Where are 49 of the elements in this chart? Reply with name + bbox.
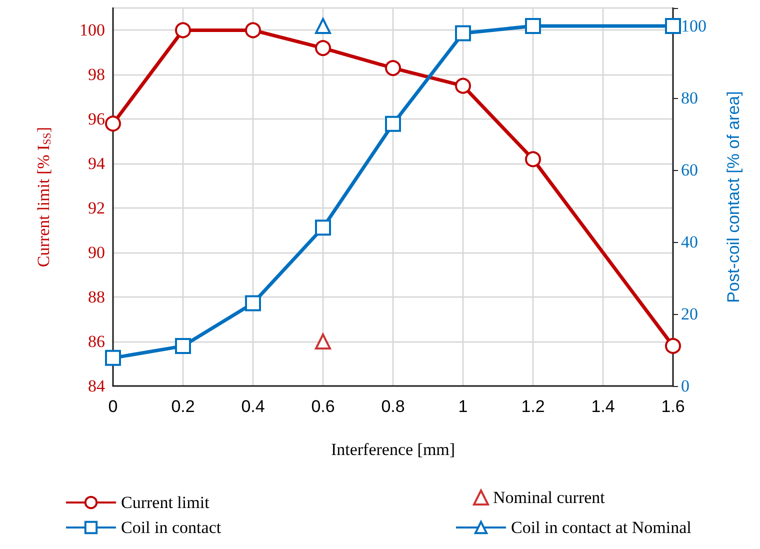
y2-tick-label: 40 (681, 232, 698, 252)
point (245, 295, 261, 312)
point (315, 40, 331, 56)
point (315, 220, 331, 236)
point (105, 116, 121, 132)
point (315, 334, 331, 350)
legend-label: Coil in contact (121, 518, 222, 537)
y-tick-label: 92 (88, 198, 105, 218)
y2-tick-label: 100 (681, 16, 706, 36)
point (175, 338, 191, 354)
x-tick-label: 0 (108, 397, 118, 416)
point (455, 25, 471, 42)
y-tick-label: 100 (80, 20, 105, 40)
y-tick-label: 96 (88, 110, 105, 129)
point (665, 338, 681, 354)
y2-axis-title: Post-coil contact [% of area] (724, 91, 743, 303)
y-axis-title: Current limit [% ISS] (34, 126, 54, 268)
legend-label: Nominal current (493, 488, 606, 507)
y-tick-label: 88 (88, 288, 105, 307)
x-tick-label: 0.6 (311, 397, 335, 416)
point (105, 350, 121, 366)
x-tick-label: 1 (458, 397, 468, 416)
x-tick-label: 0.8 (381, 397, 405, 416)
y2-tick-label: 80 (681, 88, 698, 108)
point (385, 60, 401, 76)
x-tick-label: 1.6 (661, 397, 685, 416)
y-tick-label: 84 (88, 376, 106, 396)
point (525, 151, 541, 168)
point (525, 18, 541, 34)
y-tick-label: 86 (88, 332, 105, 352)
point (455, 78, 471, 94)
x-tick-label: 1.4 (591, 397, 615, 416)
point (315, 18, 331, 34)
y-tick-label: 94 (88, 154, 106, 174)
x-axis-title: Interference [mm] (330, 440, 456, 459)
y2-tick-label: 20 (681, 304, 698, 324)
y2-tick-label: 0 (681, 376, 690, 396)
x-tick-label: 1.2 (521, 397, 545, 416)
x-tick-label: 0.4 (241, 397, 265, 416)
y-tick-label: 98 (88, 65, 105, 84)
y-tick-label: 90 (88, 243, 105, 262)
point (245, 22, 261, 38)
point (175, 22, 191, 38)
x-tick-label: 0.2 (171, 397, 195, 416)
y2-tick-label: 60 (681, 160, 698, 180)
legend-label: Current limit (121, 493, 210, 512)
legend-label: Coil in contact at Nominal (511, 518, 692, 537)
point (385, 116, 401, 132)
point (665, 18, 681, 34)
